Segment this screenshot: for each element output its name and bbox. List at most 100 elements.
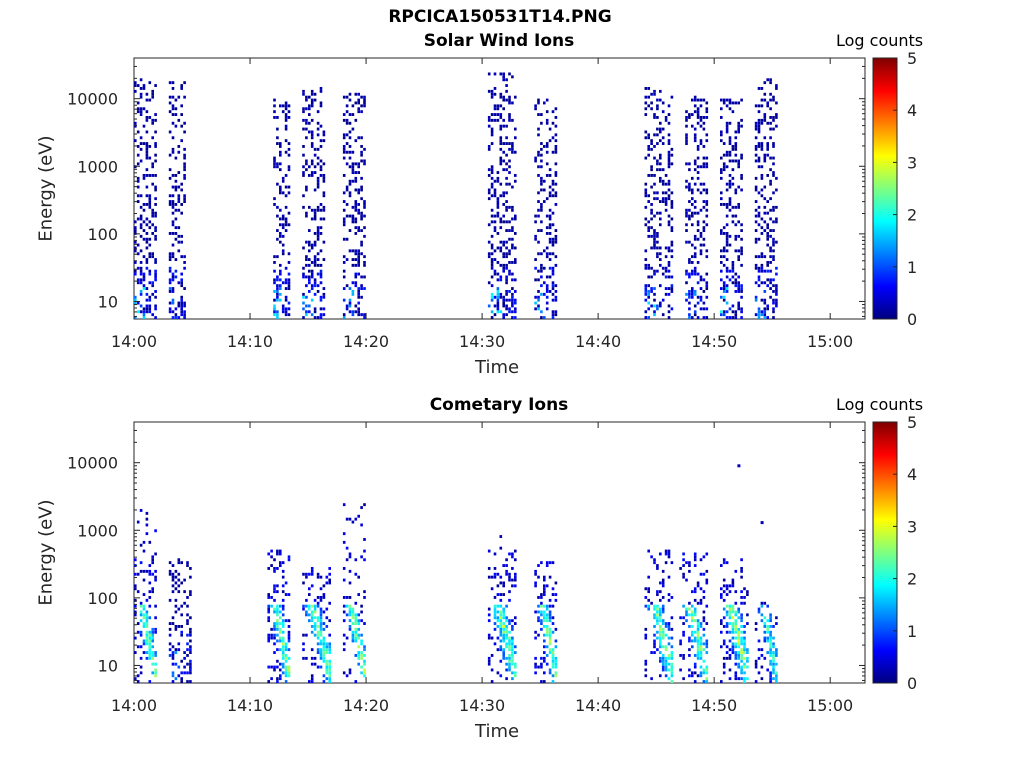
spectrogram-cell <box>493 627 497 631</box>
spectrogram-cell <box>740 567 743 570</box>
spectrogram-cell <box>551 136 555 140</box>
spectrogram-cell <box>276 627 279 631</box>
spectrogram-cell <box>316 625 320 628</box>
spectrogram-cell <box>505 313 508 317</box>
spectrogram-cell <box>696 645 700 649</box>
spectrogram-cell <box>151 558 154 562</box>
spectrogram-cell <box>705 200 709 203</box>
spectrogram-cell <box>644 205 648 209</box>
spectrogram-cell <box>693 610 697 614</box>
spectrogram-cell <box>537 290 540 293</box>
spectrogram-cell <box>145 517 149 521</box>
spectrogram-cell <box>328 642 331 646</box>
spectrogram-cell <box>267 619 270 623</box>
spectrogram-cell <box>740 316 743 319</box>
spectrogram-cell <box>148 304 152 308</box>
spectrogram-cell <box>171 150 175 154</box>
spectrogram-cell <box>319 598 323 602</box>
spectrogram-cell <box>769 630 772 634</box>
spectrogram-cell <box>699 104 703 108</box>
spectrogram-cell <box>502 203 505 206</box>
spectrogram-cell <box>267 552 270 556</box>
spectrogram-cell <box>328 659 331 663</box>
spectrogram-cell <box>653 191 656 195</box>
spectrogram-cell <box>511 295 514 299</box>
spectrogram-cell <box>659 627 662 631</box>
spectrogram-cell <box>171 622 175 625</box>
spectrogram-cell <box>766 269 769 273</box>
spectrogram-cell <box>772 625 775 628</box>
spectrogram-cell <box>722 165 726 169</box>
spectrogram-cell <box>691 639 694 643</box>
spectrogram-cell <box>302 316 305 319</box>
spectrogram-cell <box>499 633 503 637</box>
spectrogram-cell <box>737 203 740 206</box>
spectrogram-cell <box>691 176 694 180</box>
spectrogram-cell <box>310 275 314 279</box>
spectrogram-cell <box>496 648 500 652</box>
spectrogram-cell <box>734 677 738 681</box>
spectrogram-cell <box>696 654 700 657</box>
spectrogram-cell <box>273 622 276 625</box>
spectrogram-cell <box>502 243 505 247</box>
spectrogram-cell <box>737 101 740 105</box>
spectrogram-cell <box>737 234 740 238</box>
spectrogram-cell <box>647 575 650 579</box>
spectrogram-cell <box>691 610 694 614</box>
spectrogram-cell <box>177 316 181 319</box>
spectrogram-cell <box>310 246 314 250</box>
spectrogram-cell <box>273 668 276 672</box>
spectrogram-cell <box>139 142 143 145</box>
spectrogram-cell <box>757 127 761 131</box>
spectrogram-cell <box>775 272 778 276</box>
spectrogram-cell <box>171 301 175 305</box>
spectrogram-cell <box>502 78 505 82</box>
spectrogram-cell <box>540 593 543 596</box>
spectrogram-cell <box>354 162 358 166</box>
spectrogram-cell <box>731 636 735 640</box>
spectrogram-cell <box>154 234 157 238</box>
spectrogram-cell <box>754 188 758 192</box>
spectrogram-cell <box>746 677 749 681</box>
spectrogram-cell <box>734 630 738 634</box>
spectrogram-cell <box>644 310 648 314</box>
spectrogram-cell <box>279 564 282 567</box>
spectrogram-cell <box>310 680 314 683</box>
spectrogram-cell <box>325 616 329 620</box>
spectrogram-cell <box>772 127 775 131</box>
spectrogram-cell <box>502 118 505 122</box>
y-tick-label: 1000 <box>77 521 118 540</box>
spectrogram-cell <box>354 252 358 256</box>
spectrogram-cell <box>545 150 549 154</box>
spectrogram-cell <box>490 220 494 224</box>
spectrogram-cell <box>679 654 682 657</box>
spectrogram-cell <box>134 261 137 264</box>
spectrogram-cell <box>273 625 276 628</box>
spectrogram-cell <box>699 142 703 145</box>
spectrogram-cell <box>273 590 276 594</box>
spectrogram-cell <box>722 656 726 660</box>
spectrogram-cell <box>142 237 146 241</box>
spectrogram-cell <box>342 255 346 259</box>
spectrogram-cell <box>685 185 688 189</box>
spectrogram-cell <box>775 220 778 224</box>
spectrogram-cell <box>273 162 276 166</box>
spectrogram-cell <box>699 298 703 302</box>
x-tick-label: 14:50 <box>691 696 737 715</box>
spectrogram-cell <box>548 232 552 235</box>
spectrogram-cell <box>772 255 775 259</box>
spectrogram-cell <box>740 252 743 256</box>
spectrogram-cell <box>273 98 276 102</box>
spectrogram-cell <box>287 639 291 643</box>
spectrogram-cell <box>725 593 729 596</box>
spectrogram-cell <box>154 275 157 279</box>
spectrogram-cell <box>737 645 740 649</box>
spectrogram-cell <box>168 648 172 652</box>
spectrogram-cell <box>180 581 183 585</box>
spectrogram-cell <box>276 567 279 570</box>
spectrogram-cell <box>691 316 694 319</box>
spectrogram-cell <box>186 613 189 617</box>
spectrogram-cell <box>737 610 740 614</box>
spectrogram-cell <box>511 555 514 559</box>
spectrogram-cell <box>281 642 285 646</box>
